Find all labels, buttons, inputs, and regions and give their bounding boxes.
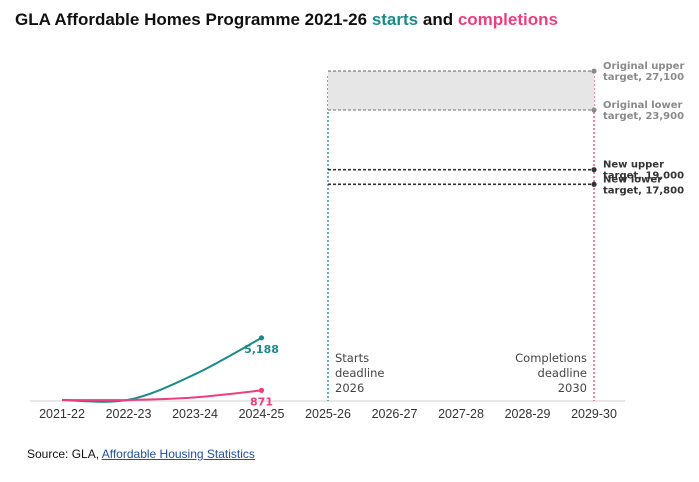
completions-series-line — [61, 389, 262, 402]
source-prefix: Source: GLA, — [27, 447, 102, 461]
x-tick-label: 2025-26 — [305, 407, 351, 421]
original-upper-target-label: Original upper — [603, 61, 684, 72]
x-tick-label: 2022-23 — [106, 407, 152, 421]
source-note: Source: GLA, Affordable Housing Statisti… — [27, 447, 255, 461]
starts-deadline-text: deadline — [335, 366, 384, 380]
completions-end-label: 871 — [250, 395, 273, 408]
new-upper-target-dot — [591, 167, 597, 173]
x-tick-label: 2028-29 — [505, 407, 551, 421]
x-tick-label: 2023-24 — [172, 407, 218, 421]
title-starts: starts — [371, 10, 419, 29]
completions-deadline-text: Completions — [515, 351, 587, 365]
new-upper-target-label: New upper — [603, 160, 664, 171]
starts-deadline-text: 2026 — [335, 381, 364, 395]
original-lower-target-label: Original lower — [603, 100, 683, 111]
starts-series-line — [61, 336, 262, 403]
original-lower-target-dot — [591, 107, 597, 113]
completions-deadline-text: 2030 — [558, 381, 587, 395]
starts-end-label: 5,188 — [244, 343, 279, 356]
starts-end-dot — [258, 335, 265, 341]
x-tick-label: 2029-30 — [571, 407, 617, 421]
x-tick-label: 2024-25 — [239, 407, 285, 421]
x-tick-label: 2026-27 — [372, 407, 418, 421]
new-upper-target-label: target, 19,000 — [603, 171, 684, 182]
original-lower-target-label: target, 23,900 — [603, 111, 684, 122]
title-and: and — [422, 10, 454, 29]
x-tick-label: 2027-28 — [438, 407, 484, 421]
chart-title: GLA Affordable Homes Programme 2021-26 s… — [15, 10, 558, 30]
original-upper-target-label: target, 27,100 — [603, 72, 684, 83]
original-upper-target-dot — [591, 68, 597, 74]
original-target-band — [328, 71, 594, 111]
title-completions: completions — [457, 10, 558, 29]
new-lower-target-label: New lower — [603, 174, 662, 185]
new-lower-target-label: target, 17,800 — [603, 185, 684, 196]
starts-deadline-text: Starts — [335, 351, 369, 365]
title-main: GLA Affordable Homes Programme 2021-26 — [15, 10, 368, 29]
new-lower-target-dot — [591, 181, 597, 187]
source-link[interactable]: Affordable Housing Statistics — [101, 447, 255, 461]
completions-deadline-text: deadline — [538, 366, 587, 380]
x-tick-label: 2021-22 — [39, 407, 85, 421]
completions-end-dot — [258, 387, 265, 393]
